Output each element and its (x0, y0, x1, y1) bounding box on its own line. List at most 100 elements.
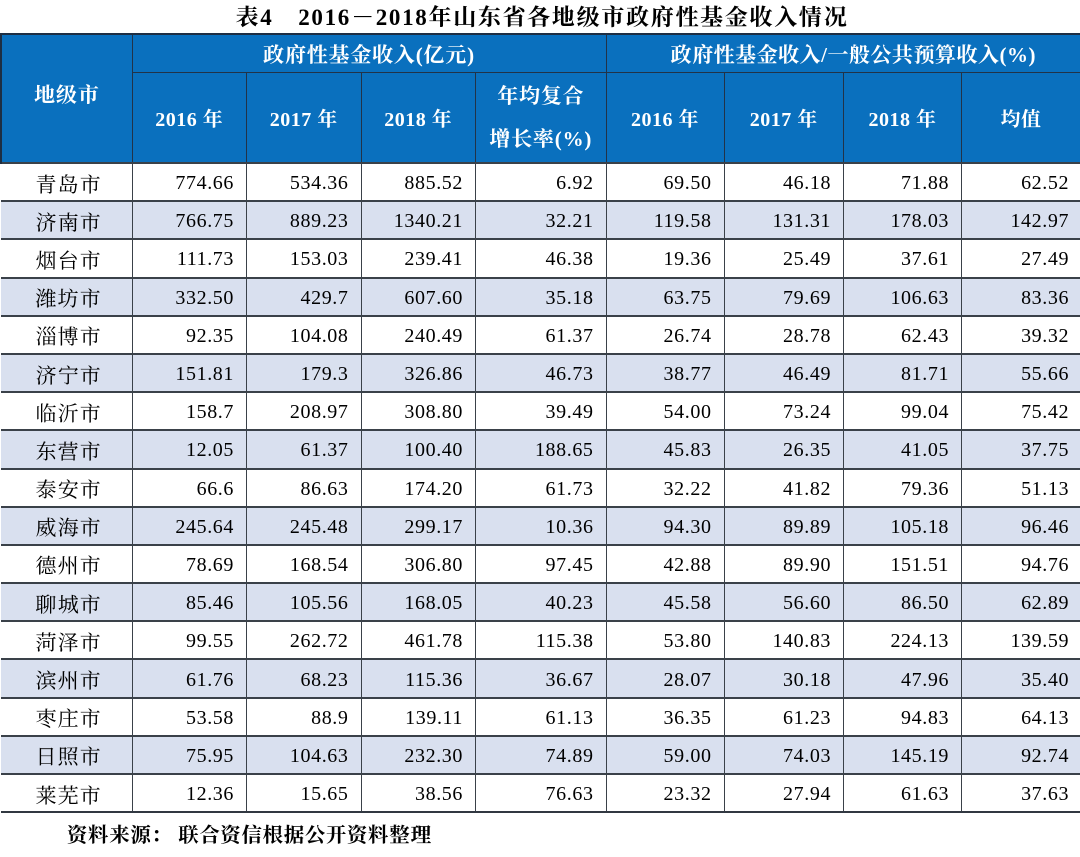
value-cell: 89.90 (723, 543, 845, 585)
value-cell: 607.60 (360, 276, 476, 317)
city-cell: 临沂市 (1, 391, 133, 432)
value-cell: 299.17 (360, 505, 476, 546)
value-cell: 54.00 (605, 391, 725, 432)
value-cell: 308.80 (360, 391, 476, 432)
value-cell: 83.36 (961, 276, 1080, 317)
fund-revenue-table: 地级市 政府性基金收入(亿元) 政府性基金收入/一般公共预算收入(%) 2016… (0, 33, 1080, 814)
city-cell: 莱芜市 (1, 772, 133, 814)
value-cell: 81.71 (843, 352, 963, 394)
value-cell: 139.11 (360, 696, 476, 737)
table-row: 泰安市 66.6 86.63 174.20 61.73 32.22 41.82 … (1, 467, 1080, 508)
table-row: 菏泽市 99.55 262.72 461.78 115.38 53.80 140… (1, 620, 1080, 661)
value-cell: 104.08 (246, 314, 362, 355)
value-cell: 92.74 (961, 734, 1080, 776)
table-row: 德州市 78.69 168.54 306.80 97.45 42.88 89.9… (1, 543, 1080, 585)
value-cell: 27.94 (723, 772, 845, 814)
city-cell: 枣庄市 (1, 696, 133, 737)
value-cell: 92.35 (131, 314, 247, 355)
value-cell: 45.83 (605, 429, 725, 470)
value-cell: 168.05 (360, 582, 476, 623)
value-cell: 28.78 (723, 314, 845, 355)
city-cell: 烟台市 (1, 238, 133, 279)
table-row: 临沂市 158.7 208.97 308.80 39.49 54.00 73.2… (1, 391, 1080, 432)
value-cell: 12.36 (131, 772, 247, 814)
value-cell: 63.75 (605, 276, 725, 317)
value-cell: 19.36 (605, 238, 725, 279)
value-cell: 45.58 (605, 582, 725, 623)
group2-header: 政府性基金收入/一般公共预算收入(%) (605, 33, 1080, 73)
value-cell: 88.9 (246, 696, 362, 737)
value-cell: 94.83 (843, 696, 963, 737)
value-cell: 46.73 (475, 352, 607, 394)
table-body: 青岛市 774.66 534.36 885.52 6.92 69.50 46.1… (1, 161, 1080, 814)
value-cell: 53.80 (605, 620, 725, 661)
city-cell: 德州市 (1, 543, 133, 585)
value-cell: 61.37 (475, 314, 607, 355)
value-cell: 86.50 (843, 582, 963, 623)
value-cell: 75.95 (131, 734, 247, 776)
cagr-line1: 年均复合 (497, 83, 585, 108)
value-cell: 64.13 (961, 696, 1080, 737)
value-cell: 461.78 (360, 620, 476, 661)
value-cell: 61.37 (246, 429, 362, 470)
value-cell: 46.49 (723, 352, 845, 394)
value-cell: 262.72 (246, 620, 362, 661)
group1-header: 政府性基金收入(亿元) (131, 33, 607, 73)
value-cell: 23.32 (605, 772, 725, 814)
value-cell: 100.40 (360, 429, 476, 470)
value-cell: 59.00 (605, 734, 725, 776)
value-cell: 79.69 (723, 276, 845, 317)
value-cell: 208.97 (246, 391, 362, 432)
value-cell: 26.74 (605, 314, 725, 355)
value-cell: 53.58 (131, 696, 247, 737)
value-cell: 38.77 (605, 352, 725, 394)
value-cell: 158.7 (131, 391, 247, 432)
header-group-row: 地级市 政府性基金收入(亿元) 政府性基金收入/一般公共预算收入(%) (0, 33, 1080, 164)
value-cell: 39.32 (961, 314, 1080, 355)
value-cell: 36.35 (605, 696, 725, 737)
table-row: 滨州市 61.76 68.23 115.36 36.67 28.07 30.18… (1, 658, 1080, 699)
value-cell: 56.60 (723, 582, 845, 623)
value-cell: 61.76 (131, 658, 247, 699)
value-cell: 42.88 (605, 543, 725, 585)
value-cell: 6.92 (475, 161, 607, 203)
value-cell: 61.23 (723, 696, 845, 737)
table-row: 淄博市 92.35 104.08 240.49 61.37 26.74 28.7… (1, 314, 1080, 355)
g2-year-2018-header: 2018 年 (843, 72, 963, 164)
city-cell: 青岛市 (1, 161, 133, 203)
city-cell: 潍坊市 (1, 276, 133, 317)
value-cell: 97.45 (475, 543, 607, 585)
value-cell: 179.3 (246, 352, 362, 394)
value-cell: 94.30 (605, 505, 725, 546)
value-cell: 142.97 (961, 200, 1080, 241)
table-row: 烟台市 111.73 153.03 239.41 46.38 19.36 25.… (1, 238, 1080, 279)
city-cell: 滨州市 (1, 658, 133, 699)
value-cell: 51.13 (961, 467, 1080, 508)
table-row: 日照市 75.95 104.63 232.30 74.89 59.00 74.0… (1, 734, 1080, 776)
value-cell: 224.13 (843, 620, 963, 661)
table-row: 枣庄市 53.58 88.9 139.11 61.13 36.35 61.23 … (1, 696, 1080, 737)
value-cell: 26.35 (723, 429, 845, 470)
value-cell: 75.42 (961, 391, 1080, 432)
value-cell: 239.41 (360, 238, 476, 279)
value-cell: 46.18 (723, 161, 845, 203)
value-cell: 78.69 (131, 543, 247, 585)
city-cell: 淄博市 (1, 314, 133, 355)
value-cell: 429.7 (246, 276, 362, 317)
table-row: 青岛市 774.66 534.36 885.52 6.92 69.50 46.1… (1, 161, 1080, 203)
value-cell: 168.54 (246, 543, 362, 585)
value-cell: 106.63 (843, 276, 963, 317)
g1-year-2018-header: 2018 年 (360, 72, 476, 164)
value-cell: 889.23 (246, 200, 362, 241)
city-cell: 聊城市 (1, 582, 133, 623)
value-cell: 326.86 (360, 352, 476, 394)
value-cell: 115.36 (360, 658, 476, 699)
table-header: 地级市 政府性基金收入(亿元) 政府性基金收入/一般公共预算收入(%) 2016… (0, 33, 1080, 164)
value-cell: 151.81 (131, 352, 247, 394)
value-cell: 774.66 (131, 161, 247, 203)
value-cell: 76.63 (475, 772, 607, 814)
value-cell: 104.63 (246, 734, 362, 776)
value-cell: 105.18 (843, 505, 963, 546)
value-cell: 35.18 (475, 276, 607, 317)
value-cell: 534.36 (246, 161, 362, 203)
